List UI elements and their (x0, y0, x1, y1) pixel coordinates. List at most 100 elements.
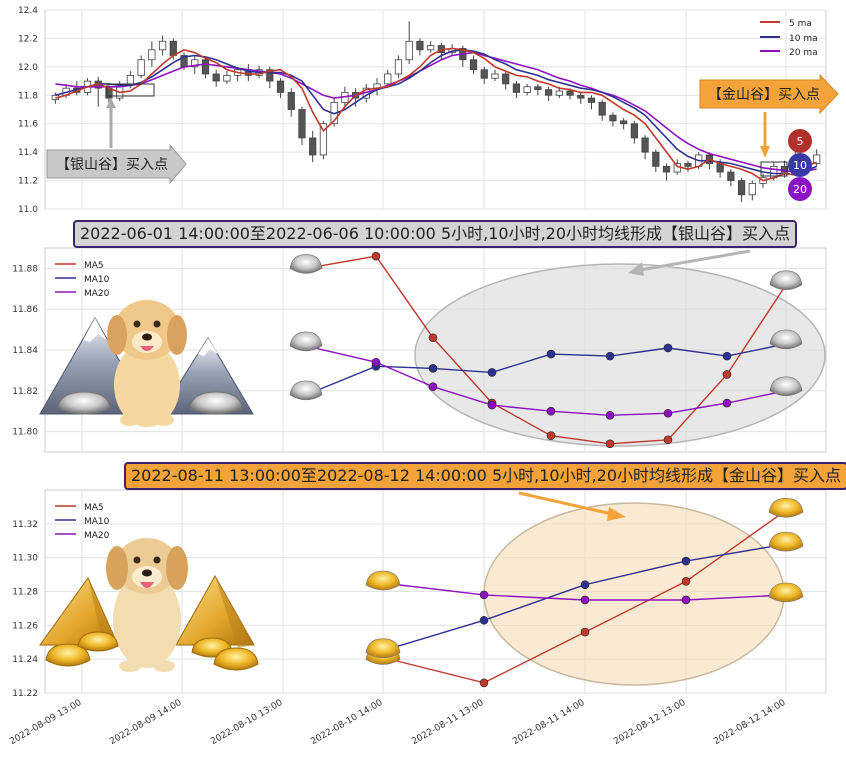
silver-ingot-shape (769, 329, 803, 350)
gold-ytick-label: 11.26 (12, 621, 38, 631)
silver-ingot-shape (289, 254, 323, 274)
silver-legend-ma20-label: MA20 (84, 289, 110, 299)
silver-ingot-shape (769, 270, 803, 291)
overview-legend: 5 ma 10 ma 20 ma (760, 19, 818, 58)
candle-body (416, 40, 424, 51)
silver-ytick-label: 11.84 (12, 346, 38, 356)
silver-legend-ma5-label: MA5 (84, 261, 104, 271)
gold-legend: MA5 MA10 MA20 (55, 503, 110, 541)
overview-ytick-label: 11.2 (18, 177, 38, 187)
silver-valley-title: 2022-06-01 14:00:00至2022-06-06 10:00:00 … (73, 220, 798, 248)
legend-ma10-label: 10 ma (789, 34, 818, 44)
legend-ma20-label: 20 ma (789, 48, 818, 58)
silver-ma20-point (722, 398, 732, 408)
candle-body (384, 73, 392, 85)
candle-body (555, 90, 563, 96)
candle-body (491, 73, 499, 79)
overview-ma20-line (55, 51, 817, 173)
badge-5-label: 5 (797, 135, 804, 148)
candle-body (577, 94, 585, 99)
gold-xtick-label: 2022-08-12 14:00 (712, 698, 787, 747)
silver-arrow-shape (46, 143, 187, 185)
candle-body (737, 180, 746, 196)
candle-body (169, 40, 177, 56)
silver-arrow-label: 【银山谷】买入点 (56, 157, 168, 173)
silver-ma10-point (605, 351, 615, 361)
candle-body (780, 165, 789, 173)
silver-ma10-point (663, 343, 673, 353)
candle-body (223, 74, 231, 82)
gold-ingot-shape (768, 531, 804, 552)
candle-body (587, 97, 596, 103)
candle-body (480, 69, 488, 79)
candle-body (609, 114, 617, 122)
gold-valley-title: 2022-08-11 13:00:00至2022-08-12 14:00:00 … (124, 462, 846, 490)
silver-ingot-shape (289, 380, 323, 401)
silver-ma5-point (722, 370, 732, 379)
gold-ma5-point (479, 678, 489, 688)
candle-body (544, 89, 553, 96)
gold-ytick-label: 11.30 (12, 554, 38, 564)
gold-xtick-label: 2022-08-12 13:00 (612, 698, 687, 747)
overview-ytick-label: 11.6 (18, 120, 38, 130)
candle-body (126, 74, 135, 85)
silver-ma5-point (371, 251, 381, 261)
candle-body (298, 109, 306, 139)
gold-ingot-shape (365, 638, 401, 659)
gold-legend-ma20-label: MA20 (84, 531, 110, 541)
silver-ytick-label: 11.82 (12, 387, 38, 397)
overview-ytick-label: 11.4 (18, 148, 38, 158)
gold-ytick-label: 11.32 (12, 520, 38, 530)
candle-body (630, 123, 638, 139)
candle-body (319, 123, 328, 156)
gold-xtick-label: 2022-08-10 14:00 (309, 698, 384, 747)
silver-ma20-point (663, 408, 673, 418)
gold-ytick-label: 11.24 (12, 655, 38, 665)
overview-ma-lines (55, 47, 817, 182)
silver-ma-lines (289, 251, 803, 449)
candle-body (469, 59, 478, 71)
gold-ma5-point (681, 577, 691, 586)
candle-body (523, 86, 531, 93)
gold-ma10-point (479, 615, 489, 625)
candle-body (191, 59, 199, 68)
gold-ingot-marker (768, 497, 804, 518)
overview-ytick-label: 12.4 (18, 6, 38, 16)
silver-ytick-label: 11.80 (12, 428, 38, 438)
candle-body (662, 165, 671, 173)
silver-ingot-marker (289, 254, 323, 274)
overview-ma5-line (55, 47, 817, 182)
gold-arrow-shape (699, 73, 839, 115)
overview-ytick-label: 11.8 (18, 91, 38, 101)
candle-body (748, 183, 756, 196)
candle-body (534, 86, 542, 90)
gold-xtick-label: 2022-08-09 14:00 (108, 698, 183, 747)
candle-body (201, 59, 210, 75)
gold-ma20-point (479, 590, 489, 600)
silver-ingot-shape (769, 376, 803, 397)
silver-ma10-point (546, 349, 556, 359)
gold-ytick-label: 11.22 (12, 689, 38, 699)
silver-ma10-point (722, 351, 732, 361)
gold-ingot-marker (365, 638, 401, 659)
candle-body (598, 101, 606, 116)
gold-y-ticks: 11.22 11.24 11.26 11.28 11.30 11.32 (12, 520, 38, 699)
silver-ingot-marker (769, 376, 803, 397)
silver-ma20-point (605, 410, 615, 420)
candle-body (566, 90, 574, 96)
silver-ma10-point (428, 364, 438, 373)
gold-pointer-head (760, 146, 770, 158)
silver-ma5-point (663, 435, 673, 445)
gold-ingot-marker (365, 570, 401, 591)
silver-pointer-head (106, 98, 116, 108)
candle-body (148, 49, 156, 61)
gold-xtick-label: 2022-08-11 13:00 (410, 698, 485, 747)
candle-body (652, 151, 660, 167)
gold-ytick-label: 11.28 (12, 588, 38, 598)
gold-ma20-point (681, 595, 691, 605)
gold-dog-illustration (39, 538, 259, 672)
silver-ma5-point (605, 439, 615, 449)
silver-pointer-arrow (628, 249, 751, 276)
candle-body (684, 163, 692, 167)
silver-y-ticks: 11.80 11.82 11.84 11.86 11.88 (12, 264, 38, 437)
